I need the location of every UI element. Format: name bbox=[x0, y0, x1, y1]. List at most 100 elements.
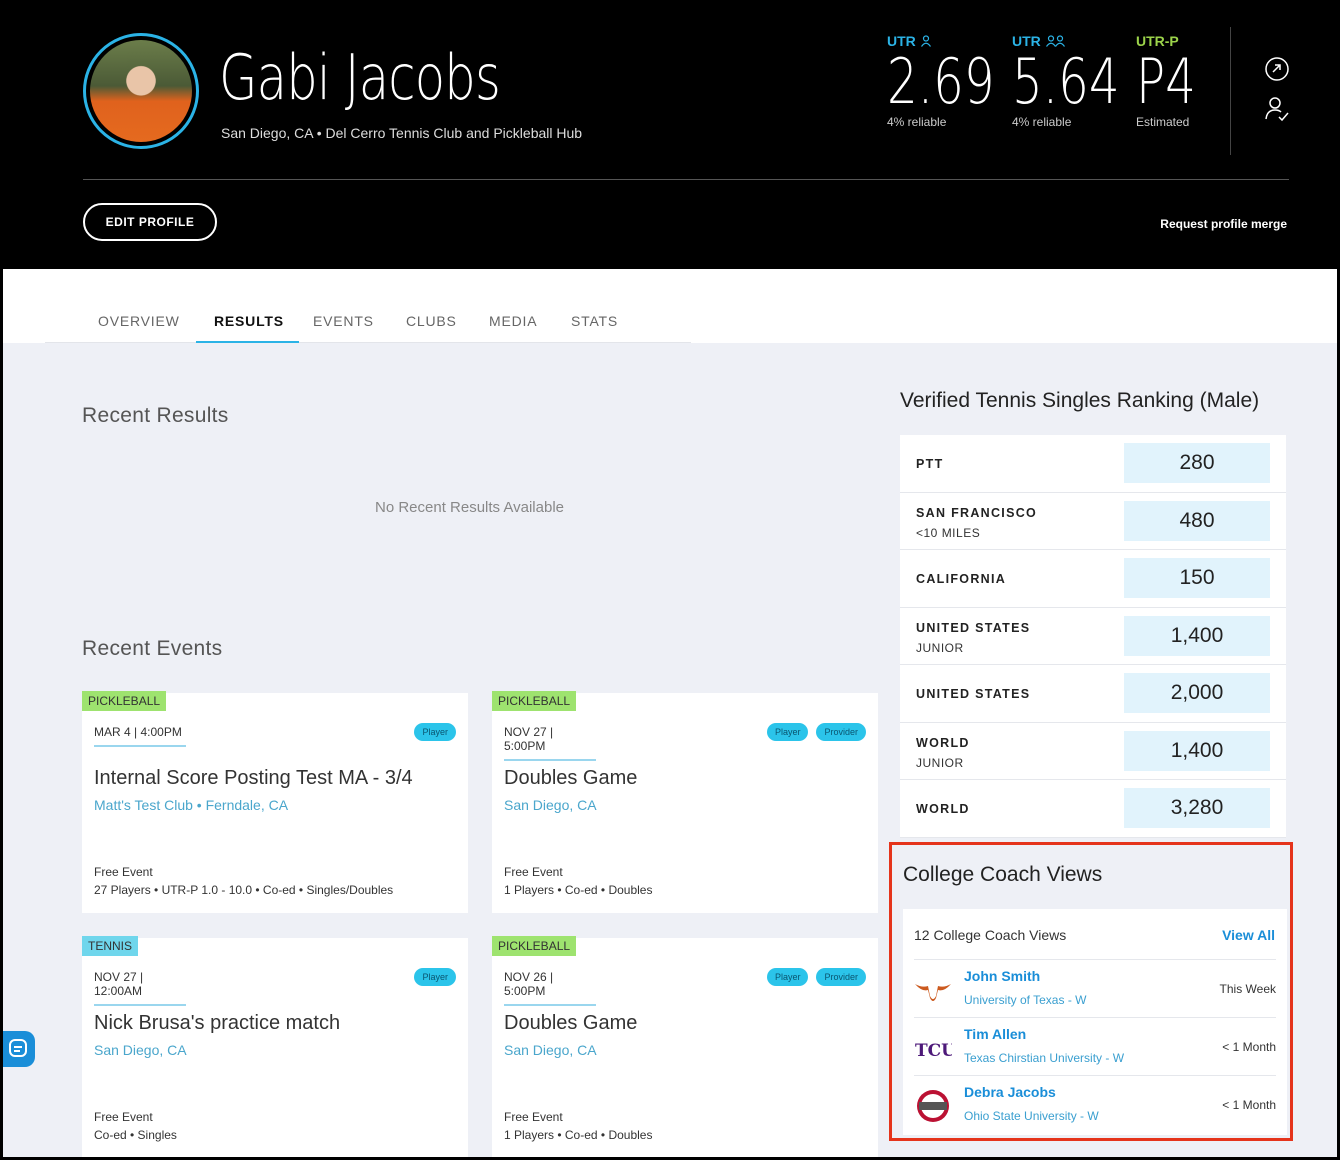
share-icon[interactable] bbox=[1263, 55, 1291, 83]
ohio-state-logo bbox=[917, 1090, 949, 1122]
view-time: < 1 Month bbox=[1222, 1040, 1276, 1054]
ranking-row[interactable]: UNITED STATES JUNIOR 1,400 bbox=[900, 607, 1286, 665]
two-persons-icon bbox=[1045, 35, 1065, 47]
event-location[interactable]: San Diego, CA bbox=[504, 1042, 597, 1058]
event-details: 1 Players • Co-ed • Doubles bbox=[504, 1128, 653, 1142]
event-details: 1 Players • Co-ed • Doubles bbox=[504, 883, 653, 897]
view-all-link[interactable]: View All bbox=[1222, 927, 1275, 943]
no-results-message: No Recent Results Available bbox=[375, 499, 564, 516]
ranking-label: WORLD bbox=[916, 802, 970, 816]
event-card[interactable]: PICKLEBALL MAR 4 | 4:00PM Player Interna… bbox=[82, 691, 468, 913]
tab-events[interactable]: EVENTS bbox=[313, 313, 374, 329]
ranking-row[interactable]: UNITED STATES 2,000 bbox=[900, 665, 1286, 723]
coach-school: Texas Chirstian University - W bbox=[964, 1051, 1125, 1065]
event-date: NOV 27 | 12:00AM bbox=[94, 970, 186, 1006]
request-merge-link[interactable]: Request profile merge bbox=[1160, 217, 1287, 231]
sport-tag: PICKLEBALL bbox=[82, 691, 167, 711]
chat-widget-button[interactable] bbox=[3, 1031, 35, 1067]
event-card[interactable]: TENNIS NOV 27 | 12:00AM Player Nick Brus… bbox=[82, 936, 468, 1157]
player-location: San Diego, CA • Del Cerro Tennis Club an… bbox=[221, 125, 583, 141]
coach-name[interactable]: Debra Jacobs bbox=[964, 1084, 1056, 1100]
tcu-logo: TCU bbox=[915, 1041, 952, 1061]
person-icon bbox=[920, 35, 931, 47]
ranking-label: UNITED STATES bbox=[916, 687, 1031, 701]
tab-overview[interactable]: OVERVIEW bbox=[98, 313, 180, 329]
event-date: MAR 4 | 4:00PM bbox=[94, 725, 186, 747]
event-fee: Free Event bbox=[504, 1110, 563, 1124]
ranking-sublabel: JUNIOR bbox=[916, 640, 964, 655]
view-time: < 1 Month bbox=[1222, 1098, 1276, 1112]
ranking-label: WORLD bbox=[916, 735, 970, 750]
utr-singles-rating[interactable]: UTR 2.69 4% reliable bbox=[887, 33, 1025, 129]
ranking-value: 280 bbox=[1124, 443, 1270, 483]
active-tab-indicator bbox=[196, 341, 299, 343]
sport-tag: TENNIS bbox=[82, 936, 139, 956]
utr-p-rating[interactable]: UTR-P P4 Estimated bbox=[1136, 33, 1213, 129]
role-badges: Player bbox=[414, 723, 456, 741]
event-title: Doubles Game bbox=[504, 767, 638, 789]
sport-tag: PICKLEBALL bbox=[492, 691, 577, 711]
ranking-table: PTT 280 SAN FRANCISCO <10 MILES 480 CALIFOR… bbox=[900, 435, 1286, 838]
ranking-sublabel: <10 MILES bbox=[916, 525, 981, 540]
header-separator bbox=[83, 179, 1289, 180]
header-divider bbox=[1230, 27, 1231, 155]
ranking-row[interactable]: WORLD JUNIOR 1,400 bbox=[900, 722, 1286, 780]
avatar[interactable] bbox=[83, 33, 199, 149]
ranking-row[interactable]: CALIFORNIA 150 bbox=[900, 550, 1286, 608]
event-details: Co-ed • Singles bbox=[94, 1128, 177, 1142]
follow-person-icon[interactable] bbox=[1263, 95, 1291, 123]
role-badge: Player bbox=[766, 968, 809, 986]
event-fee: Free Event bbox=[94, 865, 153, 879]
tab-stats[interactable]: STATS bbox=[571, 313, 619, 329]
tab-results[interactable]: RESULTS bbox=[214, 313, 284, 329]
ranking-row[interactable]: WORLD 3,280 bbox=[900, 780, 1286, 838]
utr-singles-value: 2.69 bbox=[887, 45, 995, 118]
ranking-sublabel: JUNIOR bbox=[916, 755, 964, 770]
edit-profile-button[interactable]: EDIT PROFILE bbox=[83, 203, 217, 241]
event-card[interactable]: PICKLEBALL NOV 26 | 5:00PM Player Provide… bbox=[492, 936, 878, 1157]
recent-results-title: Recent Results bbox=[82, 404, 229, 427]
coach-view-row[interactable]: Debra Jacobs Ohio State University - W <… bbox=[914, 1075, 1276, 1133]
utr-p-label: UTR-P bbox=[1136, 33, 1179, 49]
utr-doubles-value: 5.64 bbox=[1012, 45, 1120, 118]
utr-doubles-reliability: 4% reliable bbox=[1012, 115, 1072, 129]
coach-name[interactable]: Tim Allen bbox=[964, 1026, 1027, 1042]
ranking-value: 150 bbox=[1124, 558, 1270, 598]
ranking-row[interactable]: PTT 280 bbox=[900, 435, 1286, 493]
coach-name[interactable]: John Smith bbox=[964, 968, 1041, 984]
ranking-label: PTT bbox=[916, 457, 944, 471]
utr-doubles-rating[interactable]: UTR 5.64 4% reliable bbox=[1012, 33, 1150, 129]
coach-views-title: College Coach Views bbox=[903, 863, 1103, 886]
event-title: Doubles Game bbox=[504, 1012, 638, 1034]
tab-media[interactable]: MEDIA bbox=[489, 313, 538, 329]
utr-doubles-label: UTR bbox=[1012, 33, 1150, 49]
ranking-value: 1,400 bbox=[1124, 615, 1270, 656]
event-card[interactable]: PICKLEBALL NOV 27 | 5:00PM Player Provide… bbox=[492, 691, 878, 913]
tab-bar: OVERVIEW RESULTS EVENTS CLUBS MEDIA STAT… bbox=[3, 269, 1337, 343]
event-location[interactable]: San Diego, CA bbox=[94, 1042, 187, 1058]
chat-icon bbox=[9, 1039, 27, 1057]
role-badge: Player bbox=[414, 723, 456, 741]
role-badge: Provider bbox=[816, 968, 866, 986]
ranking-label: CALIFORNIA bbox=[916, 572, 1007, 586]
tab-clubs[interactable]: CLUBS bbox=[406, 313, 457, 329]
ranking-label: UNITED STATES bbox=[916, 620, 1031, 635]
utr-p-status: Estimated bbox=[1136, 115, 1190, 129]
coach-school: Ohio State University - W bbox=[964, 1109, 1099, 1123]
event-title: Internal Score Posting Test MA - 3/4 bbox=[94, 767, 413, 789]
event-fee: Free Event bbox=[504, 865, 563, 879]
coach-view-row[interactable]: John Smith University of Texas - W This … bbox=[914, 959, 1276, 1017]
ranking-value: 3,280 bbox=[1124, 788, 1270, 828]
utr-singles-reliability: 4% reliable bbox=[887, 115, 947, 129]
event-location[interactable]: Matt's Test Club • Ferndale, CA bbox=[94, 797, 289, 813]
event-details: 27 Players • UTR-P 1.0 - 10.0 • Co-ed • … bbox=[94, 883, 394, 897]
event-location[interactable]: San Diego, CA bbox=[504, 797, 597, 813]
player-name: Gabi Jacobs bbox=[219, 41, 501, 114]
ranking-label: SAN FRANCISCO bbox=[916, 505, 1038, 520]
event-title: Nick Brusa's practice match bbox=[94, 1012, 341, 1034]
event-date: NOV 26 | 5:00PM bbox=[504, 970, 596, 1006]
ranking-row[interactable]: SAN FRANCISCO <10 MILES 480 bbox=[900, 492, 1286, 550]
ranking-value: 480 bbox=[1124, 500, 1270, 541]
coach-view-row[interactable]: TCU Tim Allen Texas Chirstian University… bbox=[914, 1017, 1276, 1075]
sport-tag: PICKLEBALL bbox=[492, 936, 577, 956]
